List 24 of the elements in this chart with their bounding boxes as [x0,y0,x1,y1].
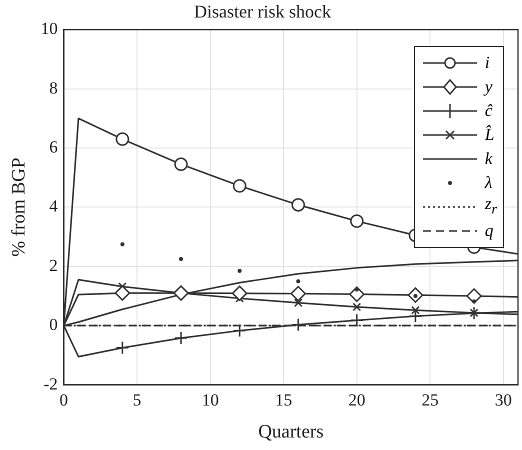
y-axis-title: % from BGP [8,158,30,257]
y-tick-label: 8 [49,78,58,98]
legend-label: ĉ [484,100,492,121]
legend-label: i [484,52,490,73]
y-tick-label: 6 [49,137,58,156]
y-tick-label: 2 [49,256,58,275]
y-tick-label: 10 [40,19,58,38]
legend-label: k [484,148,492,169]
chart-title: Disaster risk shock [194,2,331,22]
legend-label: L̂ [484,124,494,145]
y-tick-label: 4 [49,196,58,216]
x-tick-label: 20 [348,390,366,410]
x-tick-label: 25 [422,390,439,410]
x-tick-label: 15 [275,390,292,410]
x-tick-label: 30 [494,390,512,410]
x-tick-label: 5 [132,390,142,410]
legend-label: λ [484,172,492,193]
legend-label: y [484,76,492,97]
x-axis-title: Quarters [258,422,324,443]
legend-label: q [484,220,494,241]
y-tick-label: 0 [49,315,58,334]
y-tick-label: -2 [44,374,58,394]
x-tick-label: 10 [202,390,219,410]
legend-label: z$_{r}$ [484,194,497,219]
